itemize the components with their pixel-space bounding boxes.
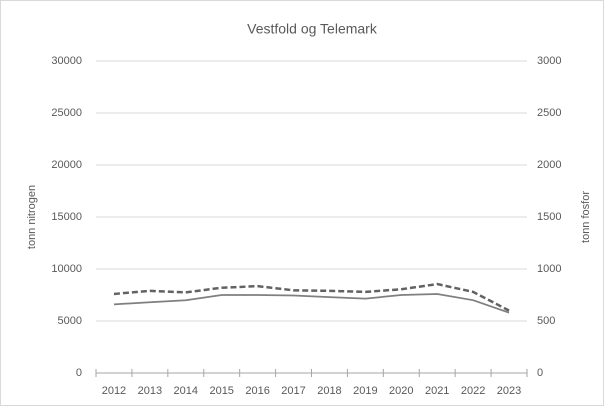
x-tick-label: 2013: [138, 385, 162, 397]
series-line: [113, 282, 510, 312]
y-tick-label: 0: [76, 367, 82, 379]
x-tick-label: 2019: [353, 385, 377, 397]
y-tick-label: 15000: [51, 211, 82, 223]
chart-title: Vestfold og Telemark: [247, 21, 378, 37]
y-tick-label: 20000: [51, 159, 82, 171]
x-tick-label: 2021: [425, 385, 449, 397]
y2-tick-label: 1000: [537, 263, 561, 275]
x-tick-label: 2020: [389, 385, 413, 397]
x-tick-label: 2017: [281, 385, 305, 397]
x-tick-label: 2023: [497, 385, 521, 397]
y-tick-label: 30000: [51, 55, 82, 67]
y2-tick-label: 1500: [537, 211, 561, 223]
x-tick-label: 2018: [317, 385, 341, 397]
x-tick-label: 2016: [245, 385, 269, 397]
y2-axis-label: tonn fosfor: [580, 191, 592, 243]
y-tick-label: 5000: [58, 315, 82, 327]
x-tick-label: 2012: [102, 385, 126, 397]
y2-tick-label: 3000: [537, 55, 561, 67]
x-tick-label: 2022: [461, 385, 485, 397]
y2-tick-label: 0: [537, 367, 543, 379]
y-tick-label: 25000: [51, 107, 82, 119]
y-tick-label: 10000: [51, 263, 82, 275]
series-line: [113, 293, 510, 314]
y-axis-label: tonn nitrogen: [26, 185, 38, 249]
x-tick-label: 2014: [174, 385, 198, 397]
y2-tick-label: 2000: [537, 159, 561, 171]
y2-tick-label: 500: [537, 315, 555, 327]
y2-tick-label: 2500: [537, 107, 561, 119]
x-tick-label: 2015: [209, 385, 233, 397]
